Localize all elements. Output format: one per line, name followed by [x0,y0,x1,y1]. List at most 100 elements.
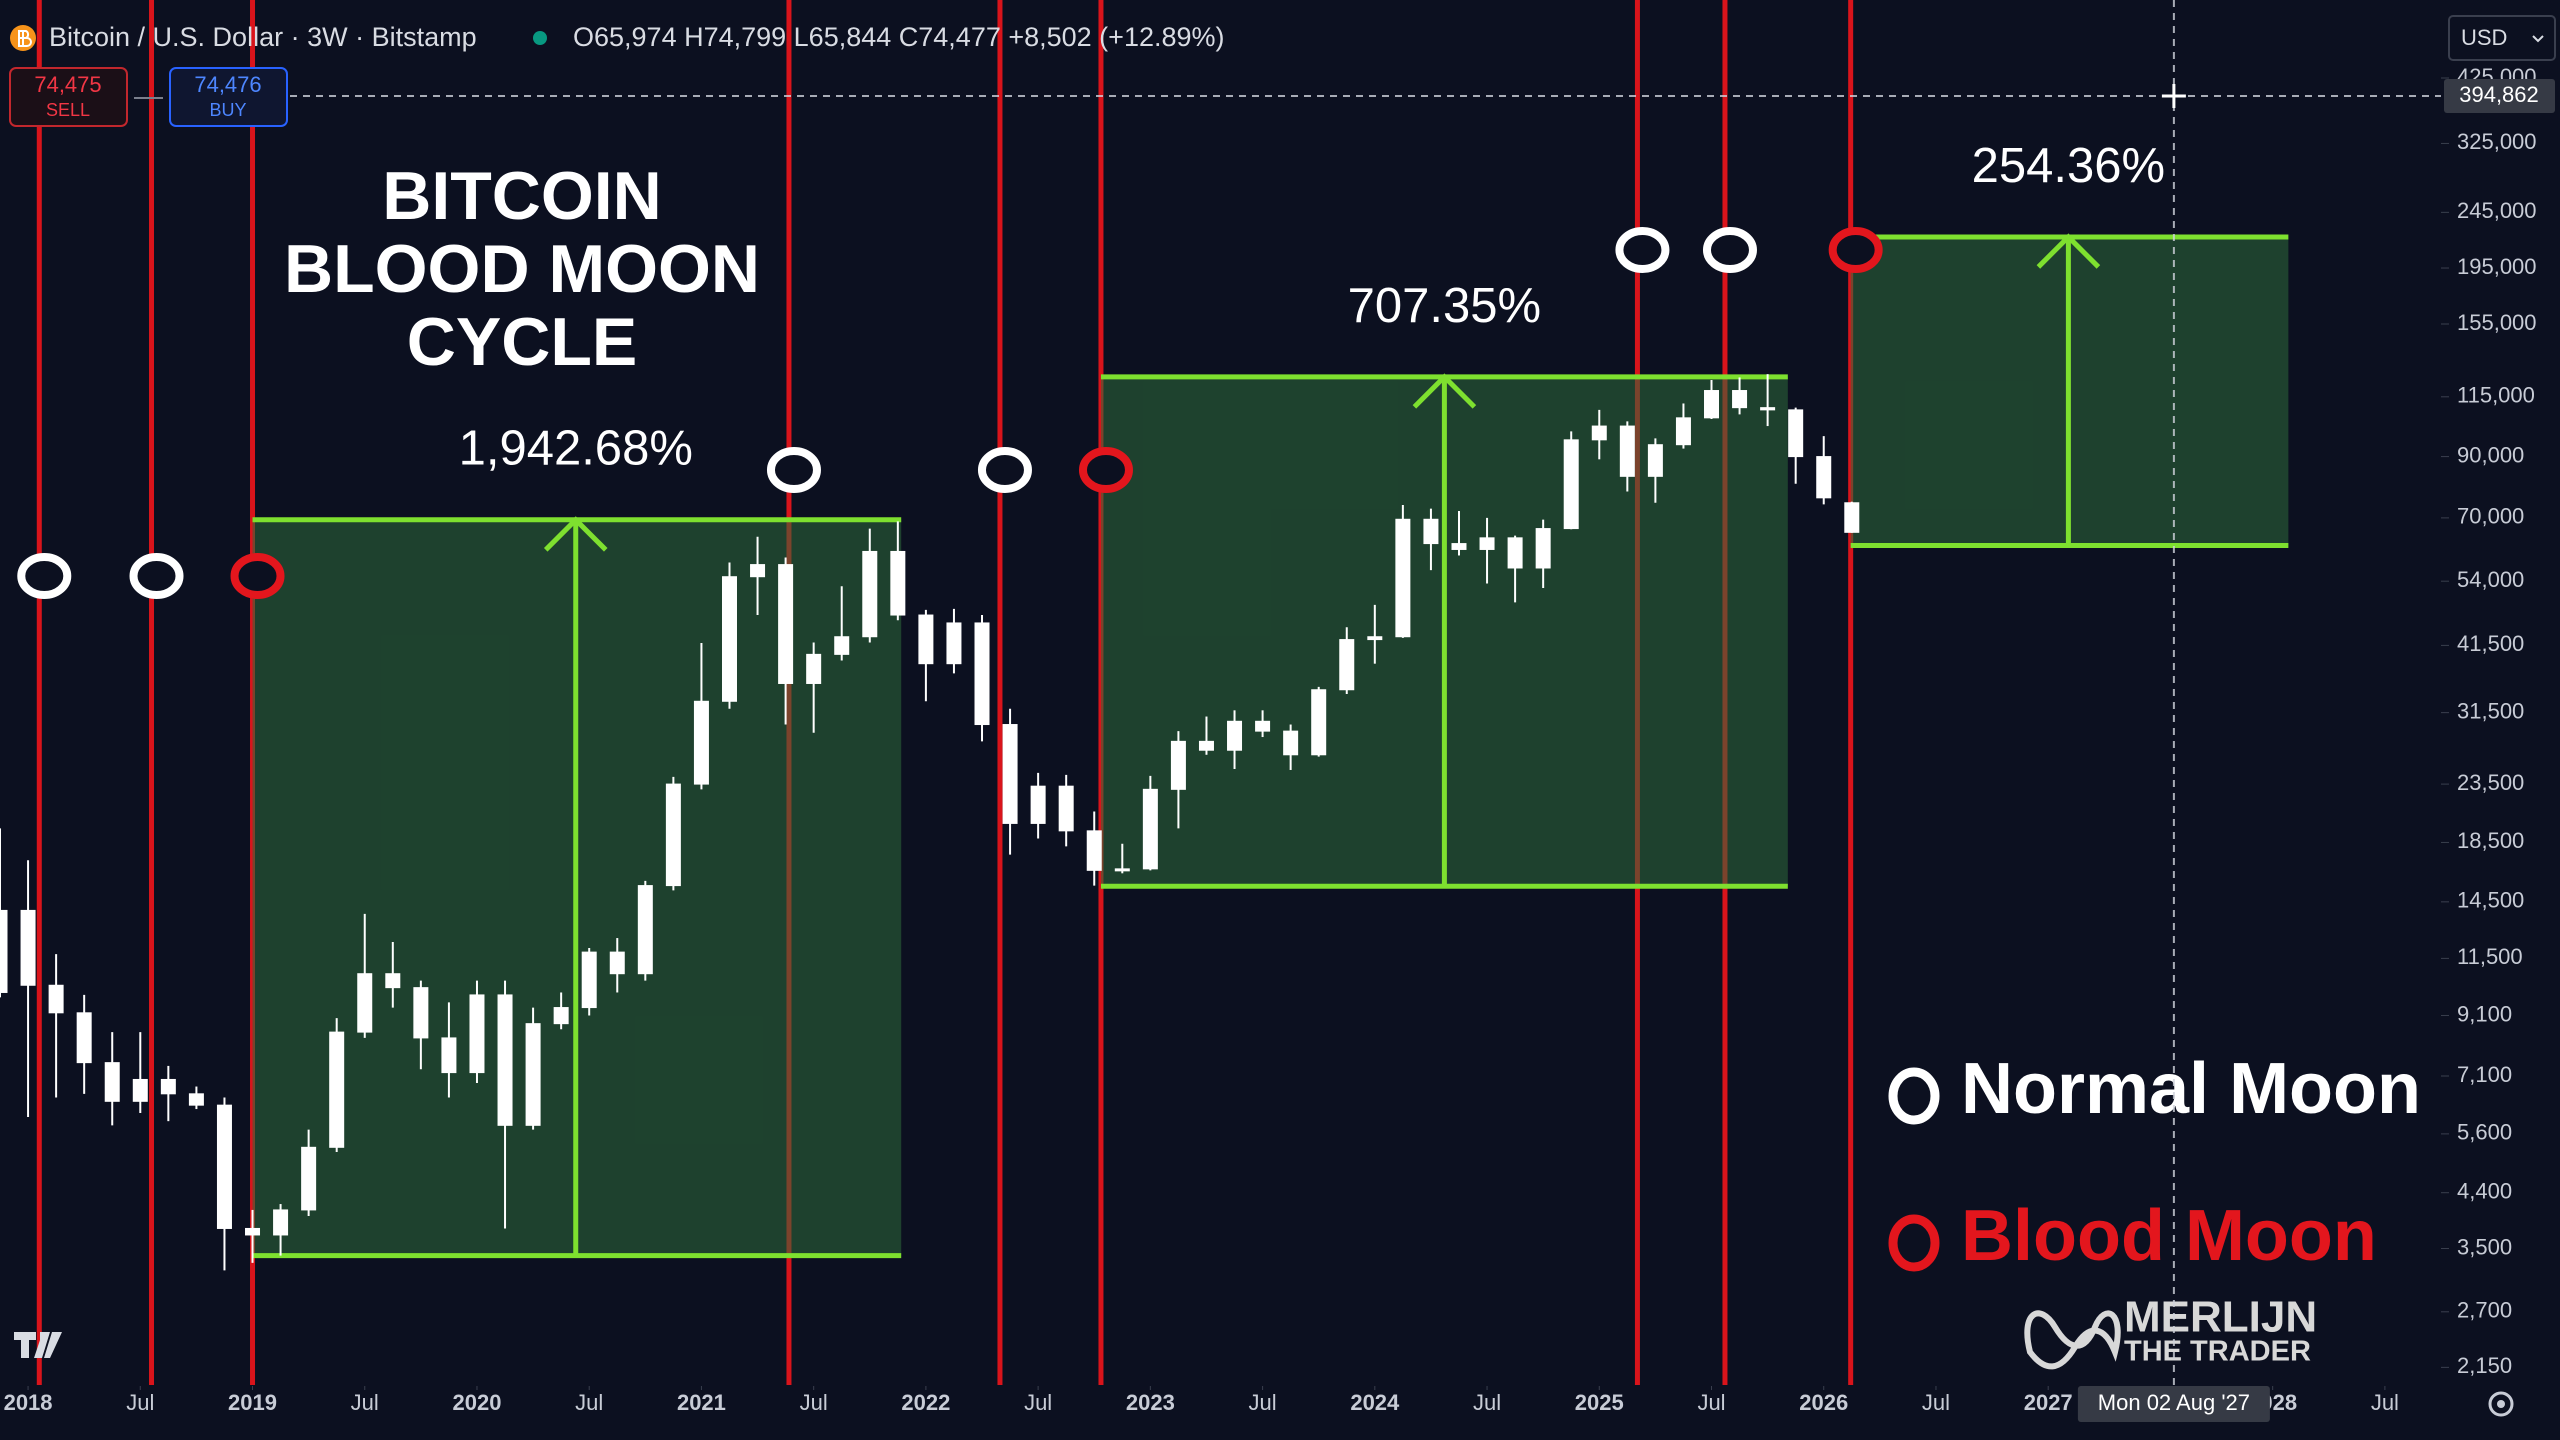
candle-body [974,622,990,726]
legend-label: Blood Moon [1961,1196,2377,1276]
legend-marker [1888,1214,1940,1272]
y-tick-label: 155,000 [2457,310,2537,335]
watermark-logo [2024,1310,2121,1370]
buy-button[interactable] [169,67,288,127]
x-tick-label: 2021 [677,1390,726,1415]
sell-price: 74,475 [34,72,101,97]
buy-price: 74,476 [194,72,261,97]
candle-body [1086,830,1102,871]
y-tick-label: 31,500 [2457,698,2524,723]
candle-body [1227,720,1243,751]
y-tick-label: 54,000 [2457,567,2524,592]
moon-normal [129,553,184,599]
candle-body [1339,639,1355,691]
range-label: 1,942.68% [459,422,693,476]
candle-body [357,973,373,1033]
x-tick-label: 2026 [1799,1390,1848,1415]
x-tick-label: Jul [1697,1390,1725,1415]
candle-body [1058,785,1074,832]
candle-body [806,653,822,684]
x-tick-label: Jul [1473,1390,1501,1415]
dropdown-caret [2532,35,2544,43]
candle-body [1675,417,1691,446]
candle-body [1367,636,1383,641]
candle-body [1844,502,1860,533]
candle-body [329,1031,345,1148]
candle-body [76,1012,92,1064]
x-tick-label: Jul [351,1390,379,1415]
chart-title: BITCOIN [382,158,662,234]
buy-label: BUY [209,100,246,120]
candle-body [1760,407,1776,411]
x-tick-label: 2027 [2024,1390,2073,1415]
symbol-icon-glyph [18,30,32,47]
y-tick-label: 23,500 [2457,770,2524,795]
candle-body [385,973,401,989]
candle-body [48,984,64,1014]
x-tick-label: Jul [1249,1390,1277,1415]
x-tick-label: Jul [126,1390,154,1415]
moon-normal [1702,227,1757,273]
candle-body [1002,724,1018,824]
candle-body [553,1007,569,1025]
candle-body [1507,537,1523,569]
candle-body [1311,689,1327,756]
y-tick-label: 41,500 [2457,631,2524,656]
currency-select[interactable] [2448,15,2556,61]
candle-body [1619,425,1635,477]
symbol-name[interactable]: Bitcoin / U.S. Dollar · 3W · Bitstamp [49,22,477,52]
x-tick-label: 2024 [1350,1390,1400,1415]
candle-body [1704,390,1720,419]
chart-title: CYCLE [407,304,637,380]
candle-body [469,994,485,1074]
candle-body [132,1078,148,1102]
moon-normal [977,447,1032,493]
settings-icon-center [2497,1400,2505,1408]
candle-body [637,885,653,975]
x-tick-label: Jul [2371,1390,2399,1415]
watermark-tagline: THE TRADER [2124,1336,2311,1368]
candle-body [525,1023,541,1126]
y-tick-label: 11,500 [2457,944,2523,969]
x-tick-label: 2025 [1575,1390,1624,1415]
crosshair-price-label: 394,862 [2459,82,2539,107]
candle-body [0,909,8,993]
candle-body [1647,444,1663,477]
sell-button[interactable] [9,67,128,127]
candle-body [665,783,681,887]
x-tick-label: Jul [575,1390,603,1415]
y-tick-label: 90,000 [2457,442,2524,467]
cursor [2161,83,2186,108]
candle-body [188,1093,204,1106]
y-tick-label: 9,100 [2457,1001,2512,1026]
candle-body [1591,425,1607,441]
candle-body [1535,528,1551,569]
candle-body [160,1078,176,1095]
candle-body [245,1227,261,1236]
candle-body [1114,868,1130,872]
y-tick-label: 5,600 [2457,1120,2512,1145]
sell-label: SELL [46,100,90,120]
platform-logo[interactable] [14,1332,62,1358]
x-tick-label: 2020 [453,1390,502,1415]
market-status [533,31,547,45]
plot-area [0,0,2289,1385]
x-tick-label: Jul [1922,1390,1950,1415]
candle-body [750,564,766,578]
candle-body [778,564,794,684]
y-tick-label: 245,000 [2457,198,2537,223]
crosshair-date-label: Mon 02 Aug '27 [2098,1390,2250,1415]
candle-body [104,1062,120,1102]
currency-label: USD [2461,25,2507,50]
y-tick-label: 195,000 [2457,254,2537,279]
candle-body [609,951,625,975]
candle-body [946,622,962,665]
candle-body [1395,518,1411,638]
y-tick-label: 4,400 [2457,1179,2512,1204]
x-tick-label: Jul [800,1390,828,1415]
x-tick-label: 2018 [4,1390,53,1415]
candle-body [413,987,429,1039]
overlay: Bitcoin / U.S. Dollar · 3W · Bitstamp O6… [9,15,2556,1417]
settings-icon[interactable] [2488,1391,2514,1417]
